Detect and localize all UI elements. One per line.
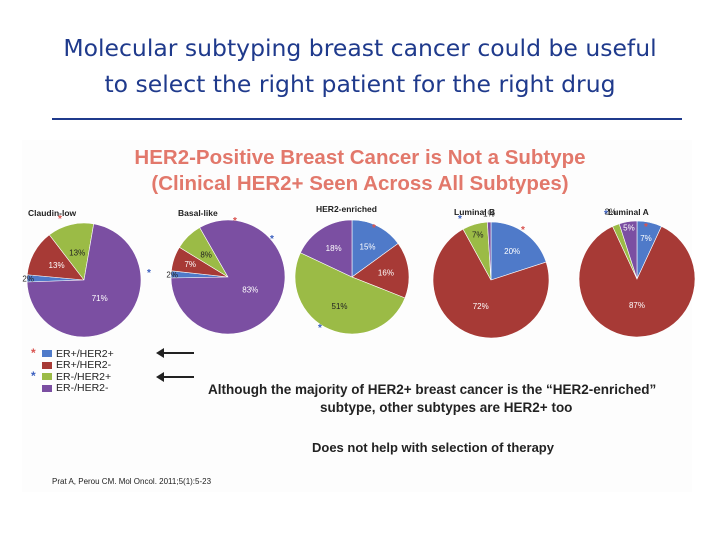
slide-title-line-1: Molecular subtyping breast cancer could … [63, 34, 657, 62]
pie-label-0-3: 71% [92, 294, 108, 303]
pie-chart-4: Luminal A 7% 87% 2% 5% [578, 207, 696, 338]
pie-slice-3-1 [432, 228, 550, 339]
legend-star-0: * [31, 346, 36, 360]
pie-title-4: Luminal A [608, 207, 649, 217]
star-marker-5: * [318, 323, 322, 334]
pie-slice-3-3 [487, 221, 492, 281]
pie-label-0-2: 13% [69, 248, 85, 257]
pie-slice-2-0 [351, 219, 399, 278]
figure-title-line-2: (Clinical HER2+ Seen Across All Subtypes… [151, 172, 569, 195]
pie-label-4-2: 2% [605, 207, 617, 216]
legend-label-0: ER+/HER2+ [56, 347, 114, 360]
pie-slice-4-1 [578, 226, 696, 338]
star-marker-2: * [233, 216, 237, 227]
pie-title-1: Basal-like [178, 208, 218, 218]
pie-slice-2-1 [351, 243, 410, 299]
title-rule [52, 118, 682, 120]
figure-note: Although the majority of HER2+ breast ca… [208, 381, 698, 417]
legend-item-0: ER+/HER2+ [42, 348, 114, 360]
figure-title: HER2-Positive Breast Cancer is Not a Sub… [0, 145, 720, 197]
figure-note-line-2: subtype, other subtypes are HER2+ too [320, 400, 573, 415]
legend-swatch-2 [42, 373, 52, 381]
pie-label-0-1: 13% [49, 261, 65, 270]
arrow-left-icon [156, 348, 194, 358]
pie-label-3-1: 72% [473, 302, 489, 311]
pie-chart-3: Luminal B 20% 72% 7% 1% [432, 207, 550, 339]
legend-label-1: ER+/HER2- [56, 359, 112, 372]
pie-label-1-0: 2% [166, 270, 178, 279]
pie-label-4-1: 87% [629, 301, 645, 310]
legend: ER+/HER2+ ER+/HER2- ER-/HER2+ ER-/HER2- [42, 348, 114, 394]
pie-label-1-1: 7% [184, 260, 196, 269]
slide-title-line-2: to select the right patient for the righ… [104, 70, 616, 98]
legend-star-2: * [31, 369, 36, 383]
star-marker-1: * [147, 268, 151, 279]
pie-chart-1: Basal-like 2% 7% 8% 83% [166, 208, 286, 335]
slide-title: Molecular subtyping breast cancer could … [0, 30, 720, 102]
pie-label-0-0: 2% [22, 274, 34, 283]
pie-slice-2-3 [300, 219, 353, 278]
legend-item-1: ER+/HER2- [42, 359, 114, 372]
pie-slice-4-3 [618, 220, 638, 280]
pie-label-2-0: 15% [360, 243, 376, 252]
legend-swatch-3 [42, 384, 52, 392]
star-marker-6: * [458, 214, 462, 225]
pie-title-2: HER2-enriched [316, 204, 377, 214]
pie-slice-3-0 [490, 221, 547, 281]
citation: Prat A, Perou CM. Mol Oncol. 2011;5(1):5… [52, 477, 212, 486]
pie-label-1-3: 83% [242, 286, 258, 295]
figure-note-line-1: Although the majority of HER2+ breast ca… [208, 382, 657, 397]
pie-label-4-3: 5% [623, 223, 635, 232]
pie-slice-1-3 [170, 219, 286, 335]
pie-label-3-3: 1% [483, 209, 495, 218]
star-marker-7: * [521, 225, 525, 236]
legend-swatch-1 [42, 361, 52, 369]
figure-title-line-1: HER2-Positive Breast Cancer is Not a Sub… [134, 146, 586, 169]
star-marker-4: * [372, 223, 376, 234]
pie-label-2-3: 18% [326, 244, 342, 253]
pie-label-2-1: 16% [378, 269, 394, 278]
legend-label-3: ER-/HER2- [56, 382, 109, 395]
pie-label-2-2: 51% [332, 302, 348, 311]
pie-slice-0-3 [26, 223, 142, 338]
figure-note-2: Does not help with selection of therapy [312, 440, 554, 455]
pie-label-4-0: 7% [640, 234, 652, 243]
legend-swatch-0 [42, 350, 52, 358]
star-marker-8: * [604, 209, 608, 220]
legend-label-2: ER-/HER2+ [56, 370, 112, 383]
star-marker-9: * [644, 222, 648, 233]
pie-label-1-2: 8% [200, 251, 212, 260]
pie-label-3-2: 7% [472, 230, 484, 239]
star-marker-3: * [270, 234, 274, 245]
pie-title-3: Luminal B [454, 207, 495, 217]
pie-chart-0: Claudin-low 2% 13% 13% 71% [22, 208, 142, 338]
legend-item-3: ER-/HER2- [42, 382, 114, 395]
pie-chart-2: HER2-enriched 15% 16% 51% 18% [294, 204, 410, 335]
arrow-left-icon [156, 372, 194, 382]
pie-label-3-0: 20% [504, 247, 520, 256]
star-marker-0: * [58, 214, 62, 225]
pie-title-0: Claudin-low [28, 208, 77, 218]
pie-slice-2-2 [294, 252, 406, 335]
legend-item-2: ER-/HER2+ [42, 371, 114, 383]
